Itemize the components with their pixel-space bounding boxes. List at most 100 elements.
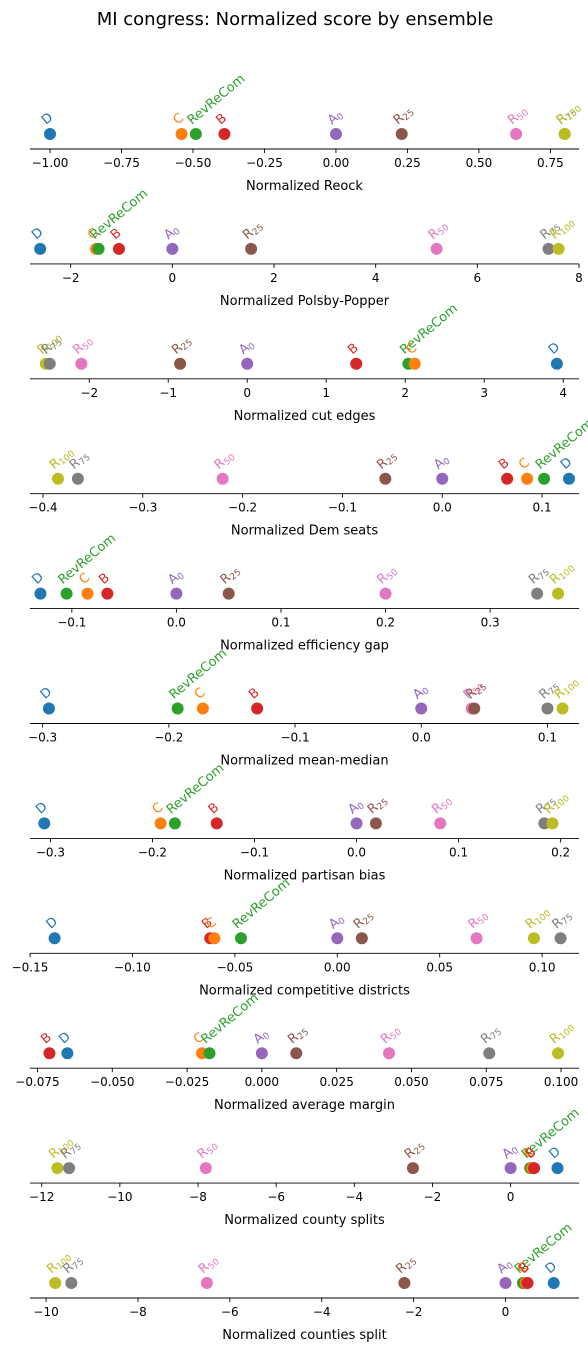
x-tick-label: −0.10 (114, 960, 151, 974)
x-tick-label: 0.075 (469, 1075, 503, 1089)
series-label-r25: R25 (240, 218, 266, 243)
x-axis-label: Normalized competitive districts (199, 983, 410, 998)
point-d (550, 357, 563, 370)
panel-6: −0.3 −0.2 −0.1 0.0 0.1 Normalized mean-median… (28, 646, 582, 769)
point-r75 (531, 587, 544, 600)
x-tick-label: 6 (474, 271, 482, 285)
x-tick-label: −4 (313, 1305, 331, 1319)
point-c (175, 128, 188, 140)
point-b (210, 817, 223, 830)
x-tick-label: −0.3 (128, 501, 157, 515)
point-r25 (174, 357, 187, 370)
panel-1: −1.00 −0.75 −0.50 −0.25 0.00 0.25 0.50 0.75 Norm… (30, 71, 584, 194)
series-label-r50: R50 (70, 333, 96, 359)
x-tick-label: 4 (559, 386, 567, 400)
x-axis-label: Normalized partisan bias (224, 868, 386, 883)
x-axis-label: Normalized Reock (246, 179, 363, 194)
point-d (34, 242, 47, 255)
x-axis-label: Normalized counties split (222, 1328, 386, 1343)
series-label-r50: R50 (212, 448, 238, 474)
x-tick-label: 0.025 (319, 1075, 353, 1089)
x-tick-label: −0.2 (154, 731, 183, 745)
point-b (350, 357, 363, 370)
x-axis-label: Normalized cut edges (234, 409, 376, 424)
series-label-c: C (150, 800, 167, 817)
point-d (44, 128, 57, 140)
series-label-r100: R100 (552, 674, 583, 703)
series-label-b: B (38, 1030, 54, 1047)
series-label-r50: R50 (195, 1137, 221, 1163)
series-label-r100: R100 (547, 1019, 578, 1048)
series-label-a0: A0 (251, 1026, 273, 1048)
x-tick-label: −12 (29, 1190, 54, 1204)
x-tick-label: 0.2 (551, 845, 570, 859)
panel-5: −0.1 0.0 0.1 0.2 0.3 Normalized efficiency ga… (29, 531, 579, 654)
point-r50 (383, 1047, 396, 1060)
x-tick-label: −6 (267, 1190, 285, 1204)
point-r25 (468, 702, 481, 715)
x-tick-label: −0.3 (36, 845, 65, 859)
series-label-a0: A0 (345, 796, 367, 818)
series-label-r25: R25 (391, 103, 417, 128)
series-label-a0: A0 (410, 681, 432, 703)
point-revrecom (189, 128, 202, 140)
point-a0 (329, 128, 342, 140)
x-tick-label: −4 (345, 1190, 363, 1204)
point-r100 (552, 1047, 565, 1060)
series-label-r25: R25 (402, 1137, 428, 1162)
x-tick-label: −0.1 (57, 616, 86, 630)
x-tick-label: 0.10 (529, 960, 556, 974)
x-tick-label: −0.05 (216, 960, 253, 974)
point-r25 (379, 472, 392, 485)
series-label-r50: R50 (378, 1022, 404, 1048)
x-tick-label: 0.1 (538, 731, 557, 745)
x-tick-label: 0.00 (324, 960, 351, 974)
series-label-a0: A0 (165, 567, 187, 589)
point-r25 (245, 242, 258, 255)
point-r75 (71, 472, 84, 485)
x-tick-label: −0.3 (28, 731, 57, 745)
point-a0 (241, 357, 254, 370)
point-r100 (556, 702, 569, 715)
point-c (154, 817, 167, 830)
point-revrecom (92, 242, 105, 255)
series-label-r50: R50 (505, 103, 531, 129)
point-revrecom (203, 1047, 216, 1060)
series-label-r100: R100 (554, 100, 585, 129)
series-label-a0: A0 (161, 222, 183, 244)
series-label-revrecom: RevReCom (230, 876, 293, 933)
x-axis-label: Normalized efficiency gap (220, 639, 389, 654)
x-tick-label: −1.00 (32, 156, 69, 170)
point-r75 (554, 932, 567, 945)
series-label-r25: R25 (393, 1252, 419, 1277)
x-tick-label: 2 (270, 271, 278, 285)
x-tick-label: 0.50 (466, 156, 493, 170)
x-tick-label: −10 (107, 1190, 132, 1204)
x-tick-label: 3 (480, 386, 488, 400)
x-tick-label: 0.2 (376, 616, 395, 630)
point-revrecom (171, 702, 184, 715)
series-label-b: B (96, 570, 112, 587)
series-label-d: D (33, 800, 50, 818)
series-label-r50: R50 (374, 563, 400, 589)
series-label-r25: R25 (169, 333, 195, 358)
x-tick-label: −0.2 (138, 845, 167, 859)
point-b (501, 472, 514, 485)
x-tick-label: −0.050 (90, 1075, 134, 1089)
point-revrecom (234, 932, 247, 945)
point-d (551, 1162, 564, 1175)
series-label-d: D (44, 914, 61, 932)
series-label-r50: R50 (466, 908, 492, 934)
series-label-r25: R25 (218, 563, 244, 588)
x-tick-label: 1 (322, 386, 330, 400)
series-label-r25: R25 (351, 908, 377, 933)
series-label-r50: R50 (429, 793, 455, 819)
point-revrecom (168, 817, 181, 830)
series-label-r25: R25 (365, 793, 391, 818)
x-tick-label: 0 (243, 386, 251, 400)
point-a0 (350, 817, 363, 830)
series-label-c: C (76, 570, 93, 587)
